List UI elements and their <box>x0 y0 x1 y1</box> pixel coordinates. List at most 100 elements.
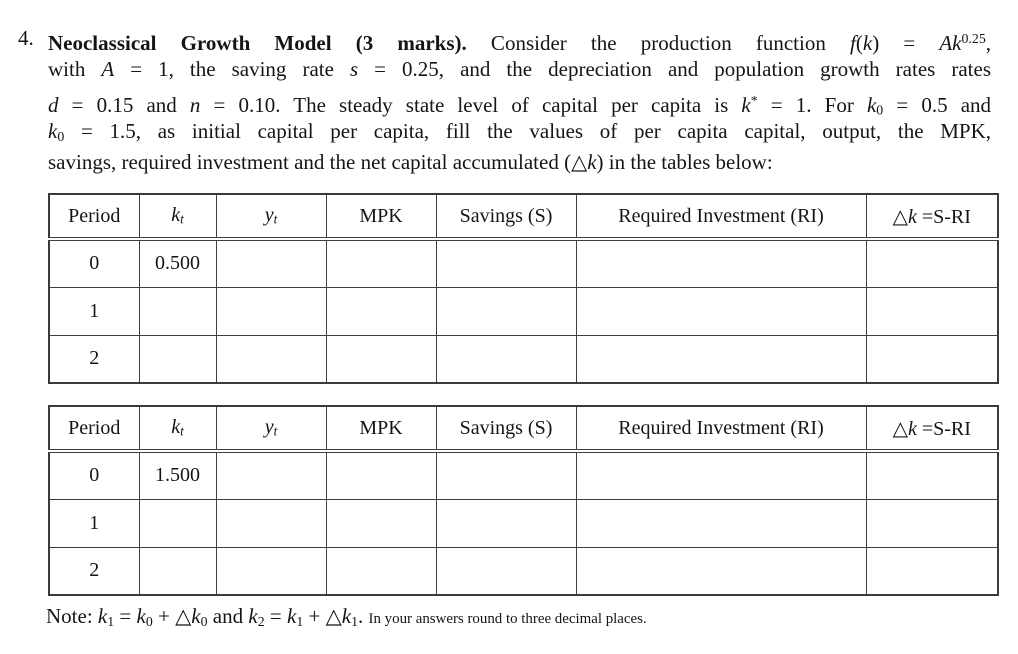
text-segment: Savings (S) <box>459 204 553 227</box>
text-segment: = 0.15 and <box>58 92 190 117</box>
intro-line-1: Neoclassical Growth Model (3 marks). Con… <box>48 23 991 55</box>
text-segment: k <box>866 92 877 117</box>
value-cell <box>215 546 327 596</box>
text-segment: Period <box>68 416 121 439</box>
period-cell: 0 <box>48 238 140 288</box>
text-segment: ) = <box>872 30 940 55</box>
text-segment: k <box>587 150 597 174</box>
text-segment: k <box>341 604 352 628</box>
value-cell <box>575 546 867 596</box>
capital-table-k0-1.5: Period kt yt MPK Savings (S) Required In… <box>48 405 999 596</box>
text-segment: k <box>171 204 181 227</box>
value-cell <box>215 450 327 500</box>
text-segment: and <box>207 604 249 628</box>
problem-number: 4. <box>18 26 34 50</box>
col-header-delta-k: △k =S-RI <box>865 193 999 241</box>
text-segment: k <box>248 604 258 628</box>
text-segment: = 1.5, as initial capital per capita, fi… <box>64 119 991 143</box>
text-segment: 0 <box>876 102 884 118</box>
text-segment: = <box>114 604 137 628</box>
value-cell <box>138 498 217 548</box>
value-cell <box>575 450 867 500</box>
value-cell <box>215 334 327 384</box>
text-segment: △ <box>892 417 908 440</box>
value-cell <box>575 334 867 384</box>
value-cell <box>215 498 327 548</box>
text-segment: k <box>862 30 873 55</box>
text-segment: t <box>180 423 184 439</box>
value-cell <box>325 238 437 288</box>
table-body: 0 0.500 1 2 <box>48 238 999 384</box>
text-segment: + <box>152 604 176 628</box>
text-segment: =S-RI <box>916 205 971 228</box>
value-cell: 1.500 <box>138 450 217 500</box>
text-segment: △ <box>325 604 342 628</box>
table-row: 2 <box>48 546 999 596</box>
text-segment: = 0.5 and <box>883 92 992 117</box>
text-segment: k <box>741 92 751 117</box>
text-segment: A <box>101 57 115 81</box>
period-cell: 1 <box>48 498 140 548</box>
col-header-mpk: MPK <box>325 193 437 241</box>
text-segment: savings, required investment and the net… <box>48 150 572 174</box>
text-segment: △ <box>571 150 588 174</box>
table-row: 2 <box>48 334 999 384</box>
text-segment: . <box>358 604 369 628</box>
table-row: 1 <box>48 286 999 336</box>
note-line: Note: k1 = k0 + △k0 and k2 = k1 + △k1. I… <box>46 600 986 638</box>
text-segment: y <box>264 204 274 227</box>
value-cell <box>435 334 577 384</box>
text-segment: Savings (S) <box>459 416 553 439</box>
period-cell: 2 <box>48 546 140 596</box>
text-segment: = 1. For <box>757 92 867 117</box>
value-cell <box>435 546 577 596</box>
value-cell <box>138 286 217 336</box>
text-segment: k <box>171 416 181 439</box>
text-segment: 0 <box>200 613 208 629</box>
text-segment: k <box>952 30 962 55</box>
text-segment: = 1, the saving rate <box>114 57 350 81</box>
text-segment: f <box>850 30 856 55</box>
intro-line-2: with A = 1, the saving rate s = 0.25, an… <box>48 54 991 85</box>
header-row: Period kt yt MPK Savings (S) Required In… <box>48 405 999 453</box>
table-row: 0 0.500 <box>48 238 999 288</box>
value-cell <box>865 238 999 288</box>
text-segment: Required Investment (RI) <box>618 204 824 227</box>
value-cell <box>215 238 327 288</box>
col-header-period: Period <box>48 405 140 453</box>
text-segment: 1 <box>296 613 304 629</box>
text-segment: A <box>939 30 953 55</box>
text-segment: Note: <box>46 604 98 628</box>
text-segment: 0 <box>57 128 65 144</box>
value-cell: 0.500 <box>138 238 217 288</box>
text-segment: k <box>48 119 58 143</box>
value-cell <box>325 286 437 336</box>
text-segment: △ <box>892 205 908 228</box>
col-header-savings: Savings (S) <box>435 405 577 453</box>
text-segment: k <box>136 604 146 628</box>
text-segment: = 0.25, and the depreciation and populat… <box>358 57 991 81</box>
text-segment: Period <box>68 204 121 227</box>
text-segment: = <box>264 604 287 628</box>
text-segment: MPK <box>359 204 403 227</box>
text-segment: + <box>303 604 326 628</box>
value-cell <box>138 334 217 384</box>
text-segment: = 0.10. The steady state level of capita… <box>200 92 742 117</box>
value-cell <box>435 286 577 336</box>
text-segment: k <box>191 604 201 628</box>
value-cell <box>325 450 437 500</box>
text-segment: 1 <box>351 613 359 629</box>
text-segment: k <box>97 604 108 628</box>
table-body: 0 1.500 1 2 <box>48 450 999 596</box>
value-cell <box>138 546 217 596</box>
text-segment: Required Investment (RI) <box>618 416 824 439</box>
table-row: 1 <box>48 498 999 548</box>
table-row: 0 1.500 <box>48 450 999 500</box>
period-cell: 1 <box>48 286 140 336</box>
text-segment: 1 <box>107 613 115 629</box>
problem-intro: Neoclassical Growth Model (3 marks). Con… <box>48 23 991 178</box>
intro-line-5: savings, required investment and the net… <box>48 147 991 178</box>
col-header-mpk: MPK <box>325 405 437 453</box>
text-segment: △ <box>175 604 192 628</box>
